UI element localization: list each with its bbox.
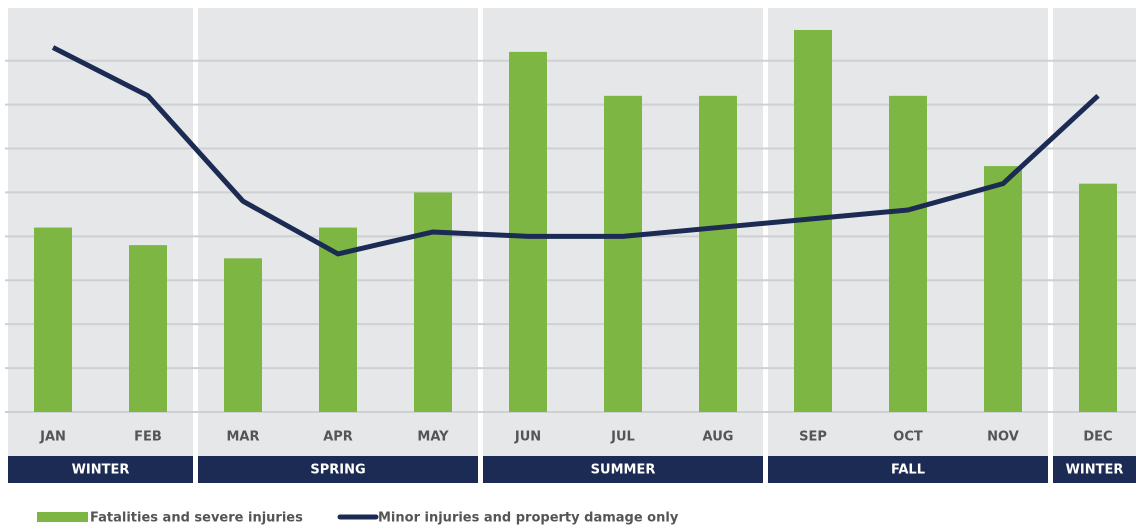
x-tick-label: OCT [893, 430, 923, 445]
bar [699, 95, 737, 413]
season-band [768, 456, 1048, 483]
x-tick-label: JUL [610, 430, 635, 445]
bar [889, 95, 927, 413]
season-band [198, 456, 478, 483]
season-band [8, 456, 193, 483]
x-tick-label: FEB [134, 430, 162, 445]
x-tick-label: JAN [39, 430, 66, 445]
bar [414, 192, 452, 412]
bar [1079, 183, 1117, 412]
bar [224, 258, 262, 412]
x-tick-label: DEC [1083, 430, 1112, 445]
bar [509, 51, 547, 412]
x-tick-label: AUG [703, 430, 734, 445]
season-label: SPRING [310, 463, 365, 478]
bar [319, 227, 357, 412]
legend-swatch [37, 512, 88, 522]
bar [129, 245, 167, 412]
legend-label: Minor injuries and property damage only [378, 511, 679, 526]
line [51, 45, 1100, 257]
season-label: SUMMER [591, 463, 656, 478]
season-band [483, 456, 763, 483]
x-tick-label: MAR [226, 430, 259, 445]
x-tick-label: NOV [987, 430, 1019, 445]
x-tick-label: MAY [417, 430, 449, 445]
x-tick-label: APR [323, 430, 353, 445]
x-tick-label: SEP [799, 430, 827, 445]
legend-label: Fatalities and severe injuries [90, 511, 303, 526]
season-label: WINTER [1066, 463, 1124, 478]
season-band [1053, 456, 1136, 483]
season-label: WINTER [72, 463, 130, 478]
bar [34, 227, 72, 412]
x-tick-label: JUN [514, 430, 541, 445]
bar [984, 166, 1022, 412]
bar [604, 95, 642, 413]
season-label: FALL [891, 463, 925, 478]
